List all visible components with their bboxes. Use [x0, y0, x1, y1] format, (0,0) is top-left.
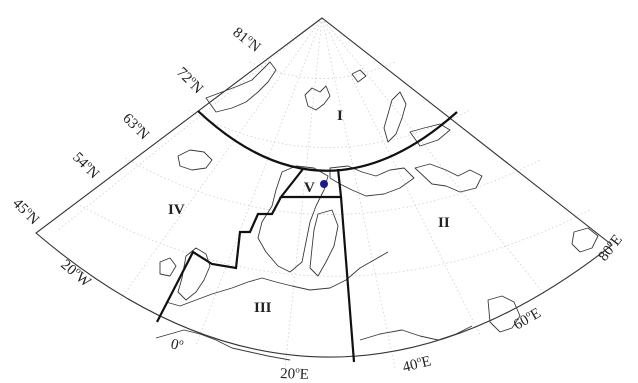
latitude-labels: 81oN 72oN 63oN 54oN 45oN [9, 23, 265, 229]
lat-label-81: 81oN [230, 23, 265, 56]
region-III-label: III [254, 300, 272, 316]
lon-label-20E: 20oE [280, 364, 309, 383]
region-IV-label: IV [168, 202, 185, 218]
coastline [155, 61, 599, 361]
station-marker [320, 180, 328, 188]
boundary-east [339, 196, 356, 363]
lon-label-20W: 20oW [57, 255, 95, 291]
lon-label-40E: 40oE [401, 351, 433, 375]
graticule-meridians [57, 17, 546, 369]
graticule-parallels [79, 61, 591, 277]
boundary-staircase [156, 196, 282, 323]
lat-label-54: 54oN [69, 148, 103, 182]
region-II-label: II [438, 215, 450, 231]
lat-label-63: 63oN [119, 109, 153, 143]
lon-label-80E: 80oE [594, 231, 626, 265]
boundary-region-V [278, 168, 343, 199]
lat-label-45: 45oN [9, 194, 43, 228]
map-frame [35, 17, 613, 358]
lat-label-72: 72oN [173, 63, 207, 97]
lon-label-0: 0o [169, 334, 185, 354]
region-boundaries [156, 110, 458, 363]
region-V-label: V [304, 180, 315, 196]
region-I-label: I [337, 108, 343, 124]
boundary-arc-north [197, 110, 458, 172]
